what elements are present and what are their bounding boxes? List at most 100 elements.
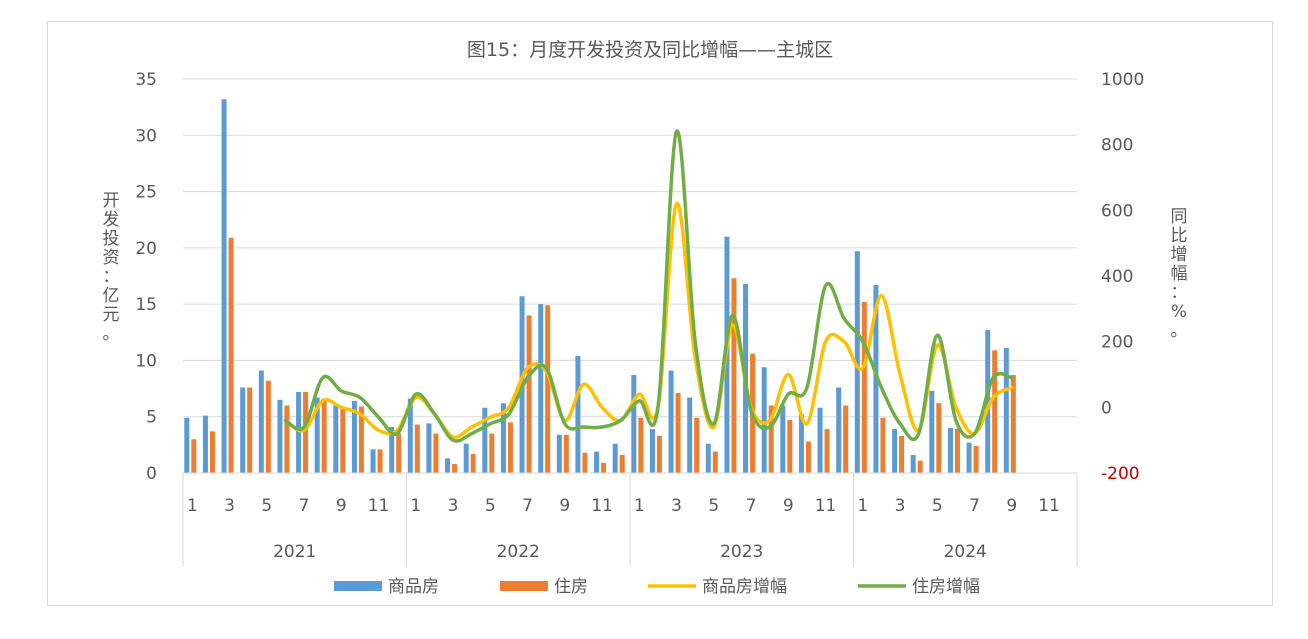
bar-商品房 [761, 367, 767, 473]
bar-住房 [247, 387, 253, 473]
bar-住房 [526, 315, 532, 473]
bar-住房 [340, 406, 346, 473]
bar-商品房 [1003, 348, 1009, 473]
bar-商品房 [892, 429, 898, 473]
x-tick-label: 1 [187, 496, 198, 516]
bar-住房 [209, 431, 215, 473]
x-tick-label: 11 [368, 496, 390, 516]
bar-住房 [936, 403, 942, 473]
x-tick-label: 5 [708, 496, 719, 516]
bar-住房 [917, 460, 923, 473]
x-tick-label: 9 [1006, 496, 1017, 516]
x-tick-label: 3 [448, 496, 459, 516]
bar-住房 [861, 301, 867, 473]
bar-住房 [843, 405, 849, 473]
bar-住房 [582, 452, 588, 473]
bars [184, 99, 1016, 474]
bar-商品房 [873, 285, 879, 473]
y2-tick-label: 0 [1101, 398, 1112, 418]
chart-title: 图15：月度开发投资及同比增幅——主城区 [467, 39, 833, 61]
bar-商品房 [277, 399, 283, 473]
bar-商品房 [594, 451, 600, 473]
bar-商品房 [780, 405, 786, 473]
bar-住房 [805, 441, 811, 473]
legend-label: 商品房 [388, 577, 439, 597]
x-group-label: 2023 [720, 542, 763, 562]
x-tick-label: 5 [485, 496, 496, 516]
bar-商品房 [854, 251, 860, 473]
bar-住房 [1010, 375, 1016, 473]
x-tick-label: 3 [895, 496, 906, 516]
bar-住房 [452, 463, 458, 473]
legend-swatch [500, 581, 548, 591]
bar-住房 [787, 420, 793, 473]
bar-住房 [638, 417, 644, 473]
bar-住房 [880, 417, 886, 473]
legend-label: 住房增幅 [912, 577, 980, 597]
x-tick-label: 5 [932, 496, 943, 516]
x-tick-label: 11 [815, 496, 837, 516]
bar-住房 [601, 462, 607, 473]
y2-tick-label: 600 [1101, 201, 1133, 221]
bar-商品房 [258, 370, 264, 473]
legend-swatch [334, 581, 382, 591]
bar-住房 [433, 433, 439, 473]
bar-商品房 [240, 387, 246, 473]
bar-商品房 [463, 443, 469, 473]
bar-住房 [284, 405, 290, 473]
bar-住房 [191, 439, 197, 473]
lines [283, 129, 1014, 443]
bar-住房 [507, 422, 513, 473]
bar-商品房 [668, 370, 674, 473]
y-axis-label: 开发投资：亿元。 [103, 191, 120, 344]
y-tick-label: 5 [146, 408, 157, 428]
y-tick-label: 20 [135, 239, 157, 259]
y-tick-label: 25 [135, 183, 157, 203]
bar-商品房 [705, 443, 711, 473]
bar-商品房 [370, 449, 376, 473]
bar-商品房 [426, 423, 432, 473]
y2-tick-label: 400 [1101, 267, 1133, 287]
x-group-label: 2022 [497, 542, 540, 562]
bar-住房 [675, 393, 681, 473]
bar-商品房 [333, 405, 339, 473]
bar-住房 [265, 380, 271, 473]
x-group-label: 2021 [273, 542, 316, 562]
bar-住房 [712, 451, 718, 473]
x-tick-label: 9 [559, 496, 570, 516]
y2-tick-label: 1000 [1101, 70, 1144, 90]
x-tick-label: 9 [783, 496, 794, 516]
y2-tick-label: 800 [1101, 136, 1133, 156]
bar-商品房 [817, 407, 823, 473]
legend: 商品房 住房 商品房增幅 住房增幅 [334, 577, 980, 597]
bar-商品房 [649, 429, 655, 473]
bar-住房 [992, 350, 998, 473]
bar-商品房 [966, 442, 972, 473]
bar-商品房 [482, 407, 488, 473]
y2-tick-label: 200 [1101, 333, 1133, 353]
bar-商品房 [985, 330, 991, 473]
bar-商品房 [947, 427, 953, 473]
bar-住房 [768, 405, 774, 473]
bar-住房 [954, 429, 960, 473]
bar-商品房 [445, 458, 451, 473]
bar-住房 [396, 433, 402, 473]
bar-住房 [321, 398, 327, 473]
bar-住房 [824, 429, 830, 473]
x-tick-label: 1 [634, 496, 645, 516]
bar-商品房 [184, 417, 190, 473]
y2-axis-label: 同比增幅：%。 [1171, 207, 1188, 341]
x-tick-label: 9 [336, 496, 347, 516]
bar-商品房 [500, 403, 506, 473]
x-tick-label: 7 [299, 496, 310, 516]
bar-住房 [656, 435, 662, 473]
chart-frame [47, 21, 1273, 606]
line-商品房增幅 [283, 201, 1014, 439]
x-tick-label: 11 [1038, 496, 1060, 516]
x-tick-label: 3 [224, 496, 235, 516]
bar-住房 [489, 433, 495, 473]
bar-商品房 [314, 397, 320, 473]
bar-商品房 [836, 387, 842, 473]
y-tick-label: 10 [135, 351, 157, 371]
